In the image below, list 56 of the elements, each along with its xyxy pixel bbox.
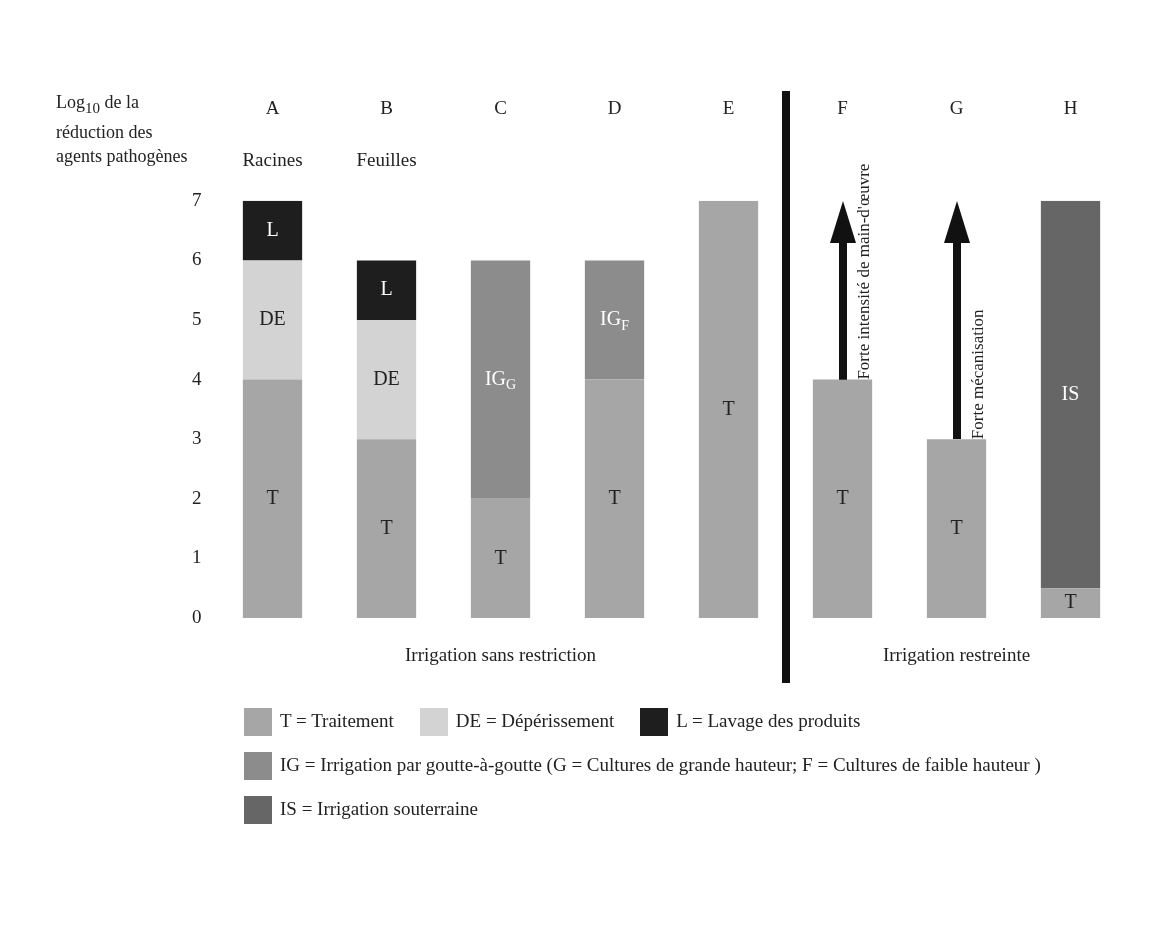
y-tick-label: 3 (192, 427, 202, 449)
data-label: T (950, 515, 963, 538)
data-label: T (266, 486, 279, 509)
y-tick-label: 4 (192, 367, 202, 389)
bar (242, 379, 303, 618)
data-label: DE (373, 366, 400, 389)
bar (1040, 588, 1101, 618)
bar (356, 320, 417, 440)
bar (242, 260, 303, 380)
y-tick-label: 6 (192, 248, 202, 270)
legend-label: T = Traitement (280, 709, 394, 733)
x-tick-label: H (1063, 97, 1078, 119)
bar (470, 260, 531, 499)
data-label: L (266, 217, 279, 240)
x-tick-label: C (494, 97, 507, 119)
bar (470, 498, 531, 618)
legend-label: IS = Irrigation souterraine (280, 797, 479, 821)
legend-label: IG = Irrigation par goutte-à-goutte (G = Cultures de grande hauteur; F = Cultures de faible hauteur ) (280, 753, 1041, 777)
bar (698, 200, 759, 618)
data-label: T (494, 545, 507, 568)
data-label: L (380, 277, 393, 300)
bar (356, 439, 417, 618)
x-tick-label: F (837, 97, 848, 119)
text: Irrigation restreinte (882, 643, 1031, 665)
bar (584, 379, 645, 618)
bar (584, 260, 645, 380)
x-tick-label: E (722, 97, 735, 119)
y-tick-label: 0 (192, 605, 202, 627)
data-label: DE (259, 307, 286, 330)
x-tick-label: D (607, 97, 622, 119)
y-tick-label: 5 (192, 307, 202, 329)
x-tick-label: A (265, 97, 280, 119)
legend-label: L = Lavage des produits (676, 709, 861, 733)
text: Racines (242, 148, 303, 170)
x-tick-label: G (949, 97, 964, 119)
annotation: Forte mécanisation (967, 308, 987, 440)
y-axis-title: Log$_{10}$ de la réduction des agents pathogènes (56, 91, 189, 168)
text: Irrigation sans restriction (405, 643, 597, 665)
text: Feuilles (356, 148, 417, 170)
bar (812, 379, 873, 618)
y-tick-label: 1 (192, 546, 202, 568)
bar (242, 200, 303, 261)
annotation: Forte intensité de main-d'œuvre (853, 163, 873, 380)
bar (356, 260, 417, 320)
legend-label: DE = Dépérissement (455, 709, 615, 733)
data-label: T (1064, 590, 1077, 613)
data-label: T (722, 396, 735, 419)
y-tick-label: 2 (192, 486, 202, 508)
bar (1040, 200, 1101, 589)
bar (926, 439, 987, 618)
y-tick-label: 7 (192, 188, 202, 210)
data-label: T (608, 486, 621, 509)
data-label: T (836, 486, 849, 509)
data-label: IS (1061, 381, 1080, 404)
x-tick-label: B (380, 97, 393, 119)
data-label: T (380, 515, 393, 538)
